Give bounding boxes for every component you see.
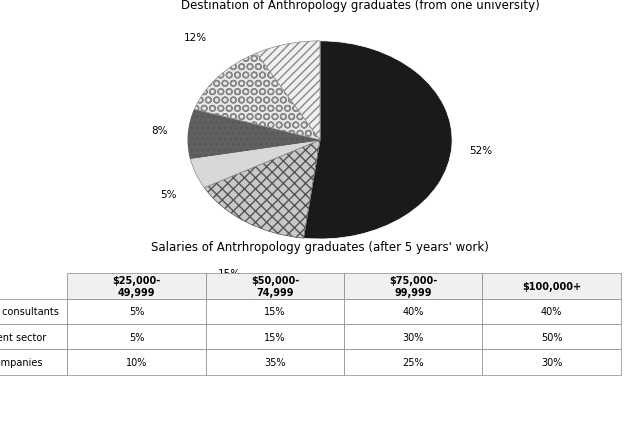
Text: 5%: 5% — [160, 190, 177, 200]
Wedge shape — [257, 42, 320, 141]
Wedge shape — [303, 42, 452, 239]
Wedge shape — [190, 141, 320, 188]
Text: 8%: 8% — [151, 126, 168, 135]
Wedge shape — [195, 54, 320, 141]
Wedge shape — [188, 110, 320, 159]
Text: Destination of Anthropology graduates (from one university): Destination of Anthropology graduates (f… — [181, 0, 540, 12]
Text: 52%: 52% — [469, 146, 492, 155]
Text: 15%: 15% — [218, 268, 241, 279]
Text: The Chart Below Shows What Anthropology Graduates from One University: The Chart Below Shows What Anthropology … — [25, 394, 615, 407]
Text: 12%: 12% — [184, 33, 207, 43]
Title: Salaries of Antrhropology graduates (after 5 years' work): Salaries of Antrhropology graduates (aft… — [151, 240, 489, 253]
Wedge shape — [204, 141, 320, 239]
Legend: Full-time work, Part-time work, Part-time work + postgrad study, Full-time postg: Full-time work, Part-time work, Part-tim… — [152, 278, 488, 304]
